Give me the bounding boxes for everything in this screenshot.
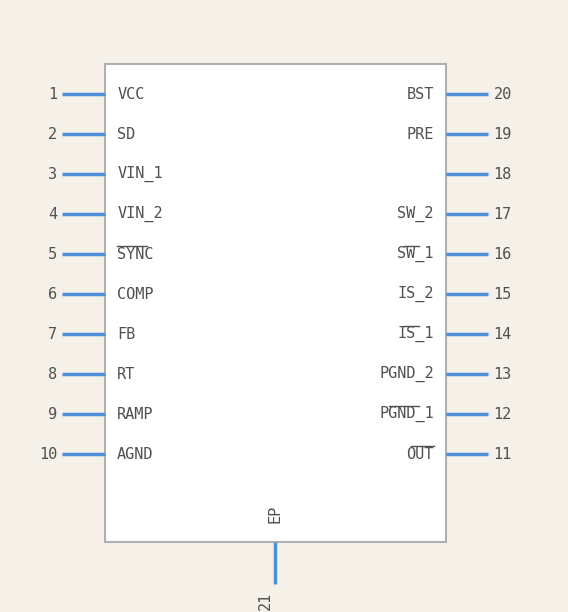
Text: 8: 8 <box>48 367 57 382</box>
Text: VIN_1: VIN_1 <box>117 166 162 182</box>
Text: 3: 3 <box>48 166 57 182</box>
Text: PRE: PRE <box>407 127 434 142</box>
Text: PGND_2: PGND_2 <box>379 366 434 382</box>
Text: COMP: COMP <box>117 287 153 302</box>
Text: EP: EP <box>268 504 283 523</box>
Text: RAMP: RAMP <box>117 407 153 422</box>
Text: 7: 7 <box>48 327 57 341</box>
Text: SD: SD <box>117 127 135 142</box>
Text: 14: 14 <box>494 327 512 341</box>
Text: FB: FB <box>117 327 135 341</box>
Text: 4: 4 <box>48 207 57 222</box>
Text: 13: 13 <box>494 367 512 382</box>
Text: 6: 6 <box>48 287 57 302</box>
Text: SW_2: SW_2 <box>398 206 434 222</box>
Text: 2: 2 <box>48 127 57 142</box>
Text: VCC: VCC <box>117 87 144 102</box>
Text: 5: 5 <box>48 247 57 262</box>
Text: 12: 12 <box>494 407 512 422</box>
Text: 21: 21 <box>258 592 273 611</box>
Text: 19: 19 <box>494 127 512 142</box>
Text: 20: 20 <box>494 87 512 102</box>
Text: 1: 1 <box>48 87 57 102</box>
Bar <box>105 64 446 542</box>
Text: AGND: AGND <box>117 447 153 462</box>
Text: 10: 10 <box>39 447 57 462</box>
Text: SYNC: SYNC <box>117 247 153 262</box>
Text: IS_2: IS_2 <box>398 286 434 302</box>
Text: 17: 17 <box>494 207 512 222</box>
Text: OUT: OUT <box>407 447 434 462</box>
Text: 18: 18 <box>494 166 512 182</box>
Text: 16: 16 <box>494 247 512 262</box>
Text: BST: BST <box>407 87 434 102</box>
Text: 15: 15 <box>494 287 512 302</box>
Text: IS_1: IS_1 <box>398 326 434 342</box>
Text: VIN_2: VIN_2 <box>117 206 162 222</box>
Text: 9: 9 <box>48 407 57 422</box>
Text: SW_1: SW_1 <box>398 246 434 263</box>
Text: RT: RT <box>117 367 135 382</box>
Text: PGND_1: PGND_1 <box>379 406 434 422</box>
Text: 11: 11 <box>494 447 512 462</box>
